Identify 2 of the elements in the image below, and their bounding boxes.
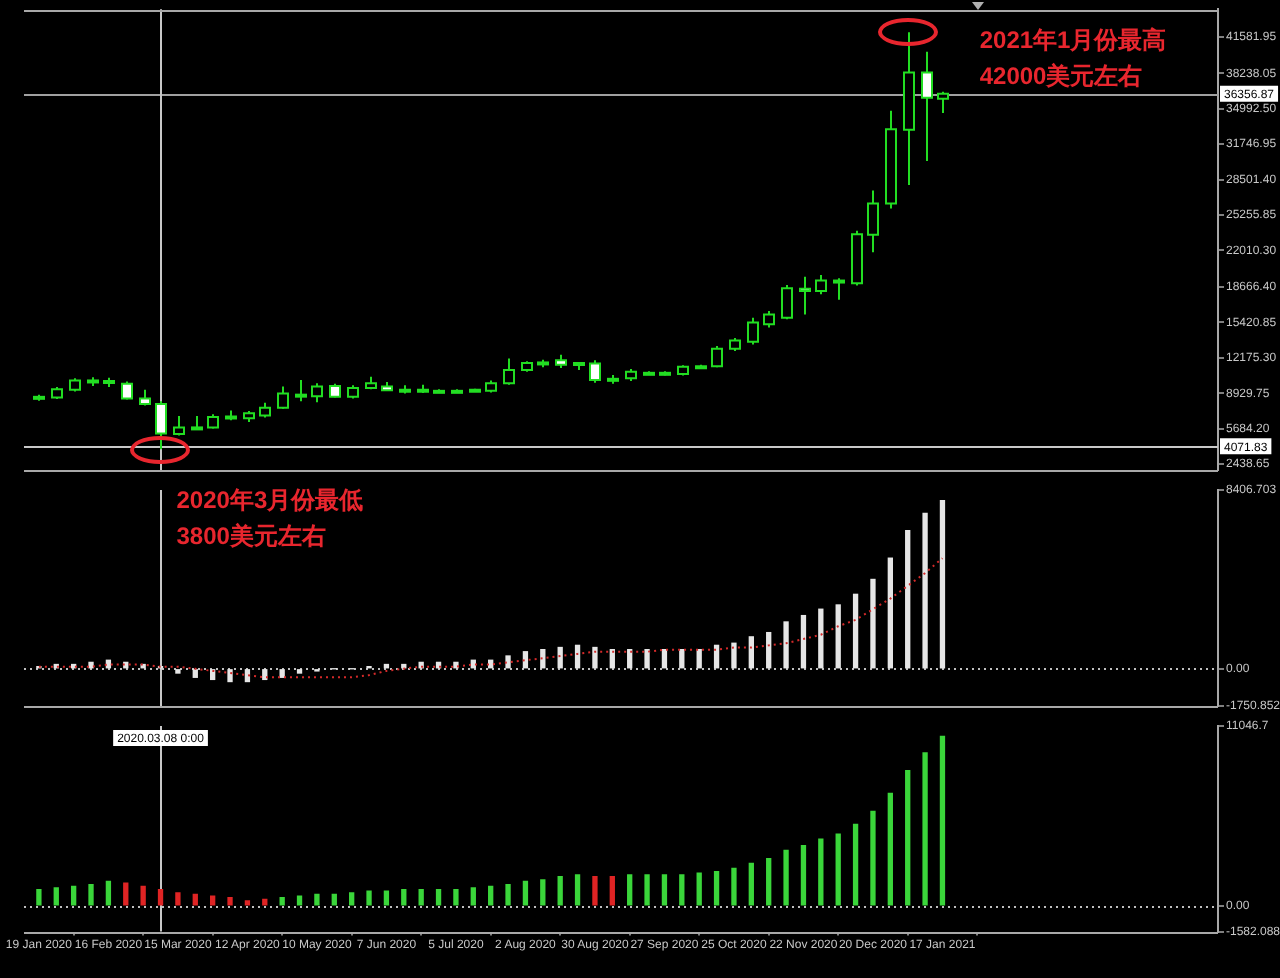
annotation: 2020年3月份最低 3800美元左右 bbox=[176, 483, 364, 554]
annotation: 2021年1月份最高 42000美元左右 bbox=[979, 24, 1167, 95]
